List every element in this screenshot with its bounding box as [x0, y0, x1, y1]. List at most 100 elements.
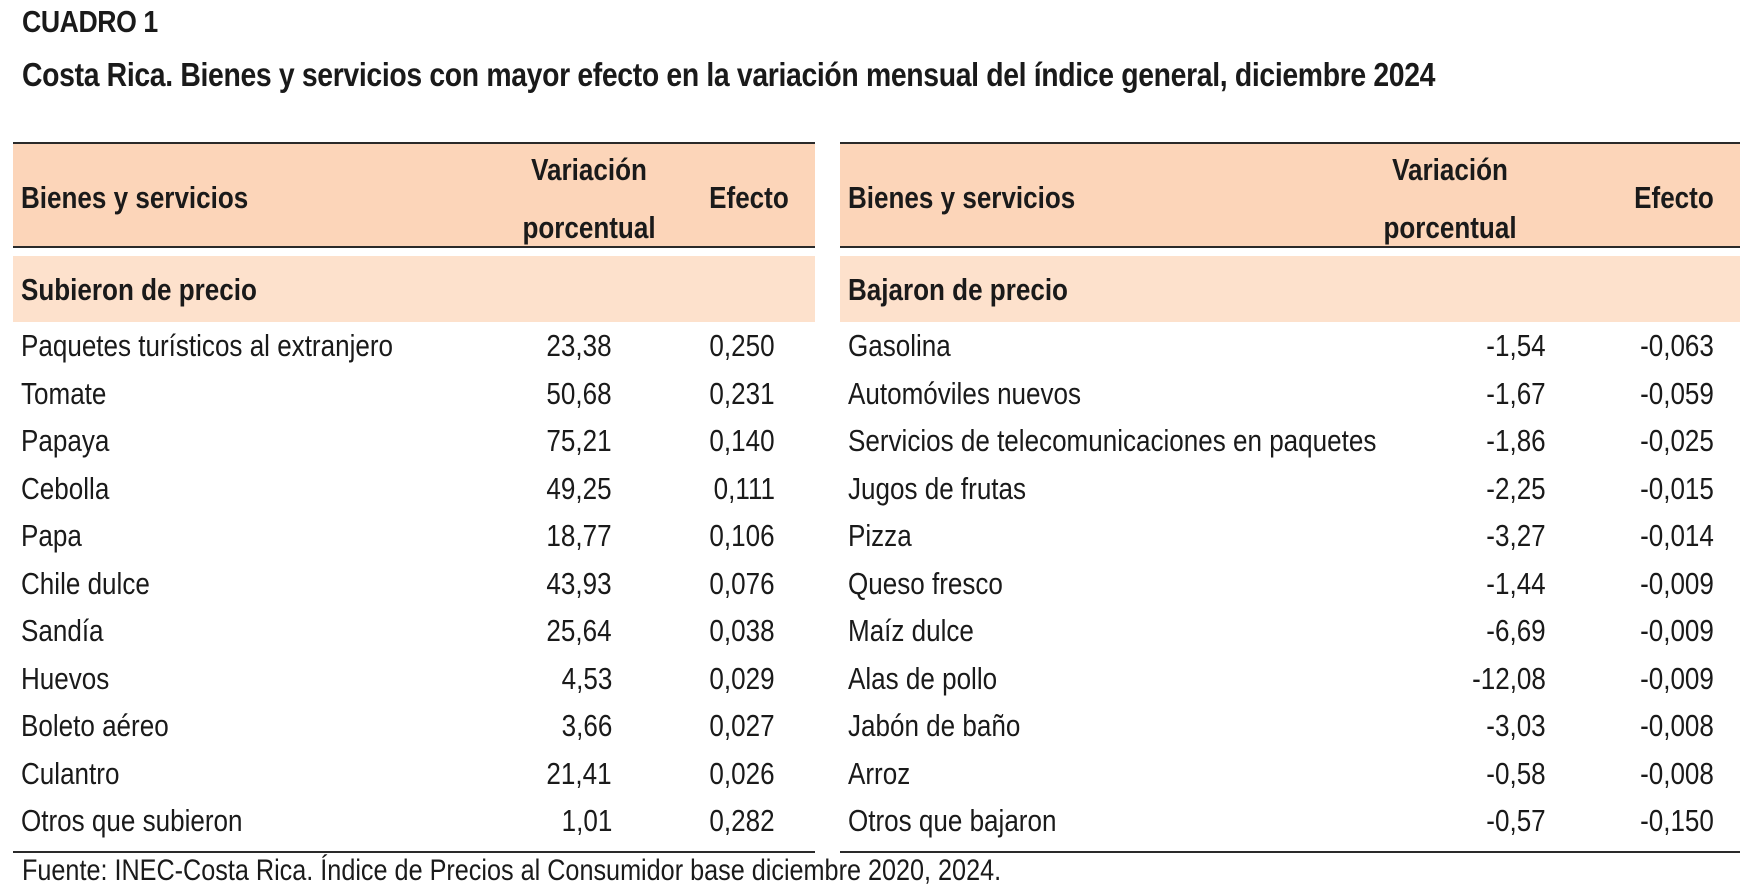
panel-gap — [815, 851, 840, 853]
item-effect: 0,076 — [709, 565, 775, 601]
table-row: Tomate 50,68 0,231 — [13, 370, 815, 418]
source-note: Fuente: INEC-Costa Rica. Índice de Preci… — [22, 854, 1002, 887]
column-header-name: Bienes y servicios — [21, 180, 249, 215]
section-title: Subieron de precio — [21, 272, 257, 307]
table-row: Gasolina -1,54 -0,063 — [840, 322, 1740, 370]
table-label: CUADRO 1 — [22, 4, 158, 39]
item-name: Queso fresco — [848, 565, 1003, 601]
item-variation: -3,03 — [1486, 708, 1546, 743]
item-variation: -1,86 — [1486, 423, 1546, 458]
item-name: Paquetes turísticos al extranjero — [21, 328, 393, 363]
item-variation: 49,25 — [546, 470, 612, 506]
item-effect: -0,009 — [1640, 613, 1714, 648]
section-header: Bajaron de precio — [840, 256, 1740, 322]
item-effect: 0,111 — [713, 470, 775, 506]
item-variation: 75,21 — [546, 423, 612, 458]
table-body: Paquetes turísticos al extranjero 23,38 0,… — [13, 322, 815, 845]
section-title: Bajaron de precio — [848, 272, 1068, 307]
item-name: Automóviles nuevos — [848, 375, 1082, 411]
item-variation: 1,01 — [561, 803, 612, 838]
item-effect: 0,027 — [709, 708, 775, 743]
table-row: Jabón de baño -3,03 -0,008 — [840, 702, 1740, 750]
item-variation: 50,68 — [546, 375, 612, 411]
item-name: Sandía — [21, 613, 104, 648]
table-row: Boleto aéreo 3,66 0,027 — [13, 702, 815, 750]
item-name: Servicios de telecomunicaciones en paque… — [848, 423, 1377, 458]
item-variation: -0,57 — [1486, 803, 1546, 838]
table-row: Servicios de telecomunicaciones en paque… — [840, 417, 1740, 465]
item-effect: -0,063 — [1640, 328, 1714, 363]
item-effect: -0,059 — [1640, 375, 1714, 411]
item-effect: -0,008 — [1640, 708, 1714, 743]
table-row: Chile dulce 43,93 0,076 — [13, 560, 815, 608]
item-variation: 21,41 — [546, 755, 612, 791]
table-row: Otros que subieron 1,01 0,282 — [13, 797, 815, 845]
item-effect: -0,150 — [1640, 803, 1714, 838]
table-row: Otros que bajaron -0,57 -0,150 — [840, 797, 1740, 845]
item-variation: -6,69 — [1486, 613, 1546, 648]
column-header-effect: Efecto — [709, 180, 789, 215]
item-name: Jugos de frutas — [848, 470, 1027, 506]
item-effect: -0,025 — [1640, 423, 1714, 458]
item-effect: 0,029 — [709, 660, 775, 696]
bottom-rule — [13, 851, 1740, 853]
item-effect: -0,009 — [1640, 660, 1714, 696]
table-row: Maíz dulce -6,69 -0,009 — [840, 607, 1740, 655]
item-variation: -2,25 — [1486, 470, 1546, 506]
variation-line2: porcentual — [1383, 210, 1517, 245]
item-name: Arroz — [848, 755, 911, 791]
column-header-row: Bienes y servicios Variación porcentual E… — [840, 142, 1740, 248]
variation-line2: porcentual — [522, 210, 656, 245]
item-effect: 0,140 — [709, 423, 775, 458]
price-decrease-panel: Bienes y servicios Variación porcentual E… — [840, 142, 1740, 845]
section-header: Subieron de precio — [13, 256, 815, 322]
table-row: Cebolla 49,25 0,111 — [13, 465, 815, 513]
table-row: Automóviles nuevos -1,67 -0,059 — [840, 370, 1740, 418]
variation-line1: Variación — [1392, 152, 1508, 187]
item-name: Otros que subieron — [21, 803, 243, 838]
item-name: Pizza — [848, 518, 912, 553]
item-name: Maíz dulce — [848, 613, 974, 648]
item-effect: 0,250 — [709, 328, 775, 363]
item-name: Papa — [21, 518, 82, 553]
item-name: Chile dulce — [21, 565, 150, 601]
item-name: Huevos — [21, 660, 110, 696]
item-variation: -1,54 — [1486, 328, 1546, 363]
column-header-variation: Variación porcentual — [497, 141, 682, 257]
item-variation: -3,27 — [1486, 518, 1546, 553]
item-effect: 0,282 — [709, 803, 775, 838]
item-effect: 0,026 — [709, 755, 775, 791]
item-variation: 4,53 — [561, 660, 612, 696]
item-name: Tomate — [21, 375, 107, 411]
item-name: Alas de pollo — [848, 660, 998, 696]
column-header-name: Bienes y servicios — [848, 180, 1076, 215]
column-header-variation: Variación porcentual — [1358, 141, 1543, 257]
item-variation: 43,93 — [546, 565, 612, 601]
table-body: Gasolina -1,54 -0,063 Automóviles nuevos -1… — [840, 322, 1740, 845]
table-title: Costa Rica. Bienes y servicios con mayor… — [22, 56, 1436, 93]
item-effect: -0,009 — [1640, 565, 1714, 601]
item-variation: 23,38 — [546, 328, 612, 363]
price-increase-panel: Bienes y servicios Variación porcentual E… — [13, 142, 815, 845]
item-name: Jabón de baño — [848, 708, 1021, 743]
item-name: Cebolla — [21, 470, 110, 506]
table-row: Pizza -3,27 -0,014 — [840, 512, 1740, 560]
item-variation: 25,64 — [546, 613, 612, 648]
item-name: Papaya — [21, 423, 110, 458]
table-row: Sandía 25,64 0,038 — [13, 607, 815, 655]
table-row: Papaya 75,21 0,140 — [13, 417, 815, 465]
item-name: Boleto aéreo — [21, 708, 169, 743]
item-variation: -1,67 — [1486, 375, 1546, 411]
item-effect: -0,015 — [1640, 470, 1714, 506]
table-row: Huevos 4,53 0,029 — [13, 655, 815, 703]
table-row: Paquetes turísticos al extranjero 23,38 0,… — [13, 322, 815, 370]
table-row: Alas de pollo -12,08 -0,009 — [840, 655, 1740, 703]
item-name: Gasolina — [848, 328, 951, 363]
item-effect: 0,038 — [709, 613, 775, 648]
item-variation: -12,08 — [1472, 660, 1546, 696]
table-row: Culantro 21,41 0,026 — [13, 750, 815, 798]
item-variation: 18,77 — [546, 518, 612, 553]
table-row: Queso fresco -1,44 -0,009 — [840, 560, 1740, 608]
item-name: Otros que bajaron — [848, 803, 1057, 838]
item-effect: -0,014 — [1640, 518, 1714, 553]
